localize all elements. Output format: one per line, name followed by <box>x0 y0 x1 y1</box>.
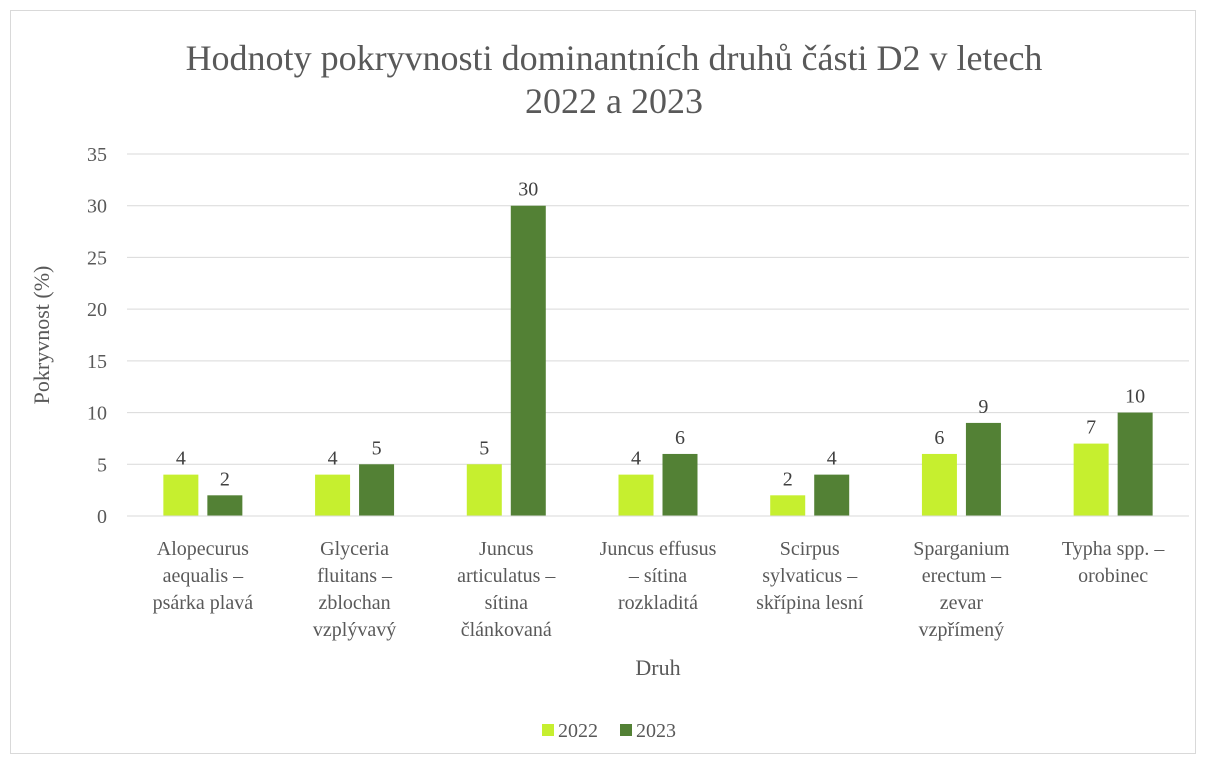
y-tick-label: 15 <box>87 351 107 373</box>
bar-2023-2 <box>510 205 546 516</box>
data-label: 9 <box>978 396 988 418</box>
category-label: Juncus effusus <box>600 538 717 560</box>
chart-area: Hodnoty pokryvnosti dominantních druhů č… <box>10 10 1196 754</box>
category-label: – sítina <box>628 565 687 587</box>
y-tick-label: 25 <box>87 247 107 269</box>
bar-2023-4 <box>814 474 850 516</box>
legend-swatch-2023 <box>620 724 632 736</box>
data-labels: 4 2 4 5 5 30 4 6 2 4 6 9 7 10 <box>176 179 1145 491</box>
y-tick-label: 30 <box>87 196 107 218</box>
category-label: aequalis – <box>163 565 245 587</box>
bar-2023-0 <box>207 495 243 516</box>
y-tick-label: 10 <box>87 403 107 425</box>
bar-chart: Hodnoty pokryvnosti dominantních druhů č… <box>29 38 1189 742</box>
category-label: articulatus – <box>457 565 556 587</box>
bar-2023-5 <box>965 422 1001 516</box>
data-label: 5 <box>479 437 489 459</box>
y-tick-label: 5 <box>97 454 107 476</box>
category-label: Typha spp. – <box>1062 538 1165 560</box>
category-label: erectum – <box>922 565 1002 587</box>
category-label: Sparganium <box>913 538 1010 560</box>
y-axis-title: Pokryvnost (%) <box>29 266 54 405</box>
data-label: 2 <box>783 468 793 490</box>
category-label: článkovaná <box>461 619 552 641</box>
category-label: zevar <box>940 592 984 614</box>
bar-2022-4 <box>770 495 806 516</box>
bars <box>127 205 1189 517</box>
bar-2022-3 <box>618 474 654 516</box>
category-label: vzplývavý <box>313 619 396 641</box>
category-label: Glyceria <box>320 538 389 560</box>
bar-2023-1 <box>359 464 395 516</box>
data-label: 4 <box>176 448 186 470</box>
bar-2022-6 <box>1073 443 1109 516</box>
category-label: rozkladitá <box>618 592 698 614</box>
bar-2022-2 <box>466 464 502 516</box>
y-tick-label: 35 <box>87 144 107 166</box>
data-label: 6 <box>675 427 685 449</box>
category-label: orobinec <box>1078 565 1148 587</box>
chart-title: Hodnoty pokryvnosti dominantních druhů č… <box>186 38 1043 121</box>
x-axis-title: Druh <box>635 655 680 680</box>
y-tick-label: 0 <box>97 506 107 528</box>
bar-2023-3 <box>662 453 698 516</box>
data-label: 4 <box>328 448 338 470</box>
x-axis-categories: Alopecurus aequalis – psárka plavá Glyceria… <box>153 538 1166 641</box>
legend: 2022 2023 <box>542 720 676 742</box>
bar-2023-6 <box>1117 412 1153 516</box>
category-label: Scirpus <box>780 538 840 560</box>
data-label: 7 <box>1086 417 1096 439</box>
bar-2022-0 <box>163 474 199 516</box>
legend-label: 2022 <box>558 720 598 742</box>
category-label: fluitans – <box>317 565 393 587</box>
legend-swatch-2022 <box>542 724 554 736</box>
category-label: Juncus <box>479 538 534 560</box>
bar-2022-1 <box>315 474 351 516</box>
category-label: zblochan <box>318 592 390 614</box>
gridlines <box>127 153 1189 517</box>
data-label: 4 <box>827 448 837 470</box>
data-label: 4 <box>631 448 641 470</box>
category-label: Alopecurus <box>157 538 249 560</box>
category-label: psárka plavá <box>153 592 254 614</box>
category-label: sítina <box>485 592 528 614</box>
category-label: vzpřímený <box>919 619 1005 641</box>
chart-title-line: 2022 a 2023 <box>525 81 703 121</box>
data-label: 6 <box>934 427 944 449</box>
legend-label: 2023 <box>636 720 676 742</box>
data-label: 30 <box>518 179 538 201</box>
category-label: sylvaticus – <box>762 565 858 587</box>
data-label: 5 <box>372 437 382 459</box>
y-tick-label: 20 <box>87 299 107 321</box>
chart-title-line: Hodnoty pokryvnosti dominantních druhů č… <box>186 38 1043 78</box>
data-label: 10 <box>1125 386 1145 408</box>
category-label: skřípina lesní <box>756 592 864 614</box>
y-axis-ticks: 0 5 10 15 20 25 30 35 <box>87 144 107 528</box>
bar-2022-5 <box>921 453 957 516</box>
data-label: 2 <box>220 468 230 490</box>
